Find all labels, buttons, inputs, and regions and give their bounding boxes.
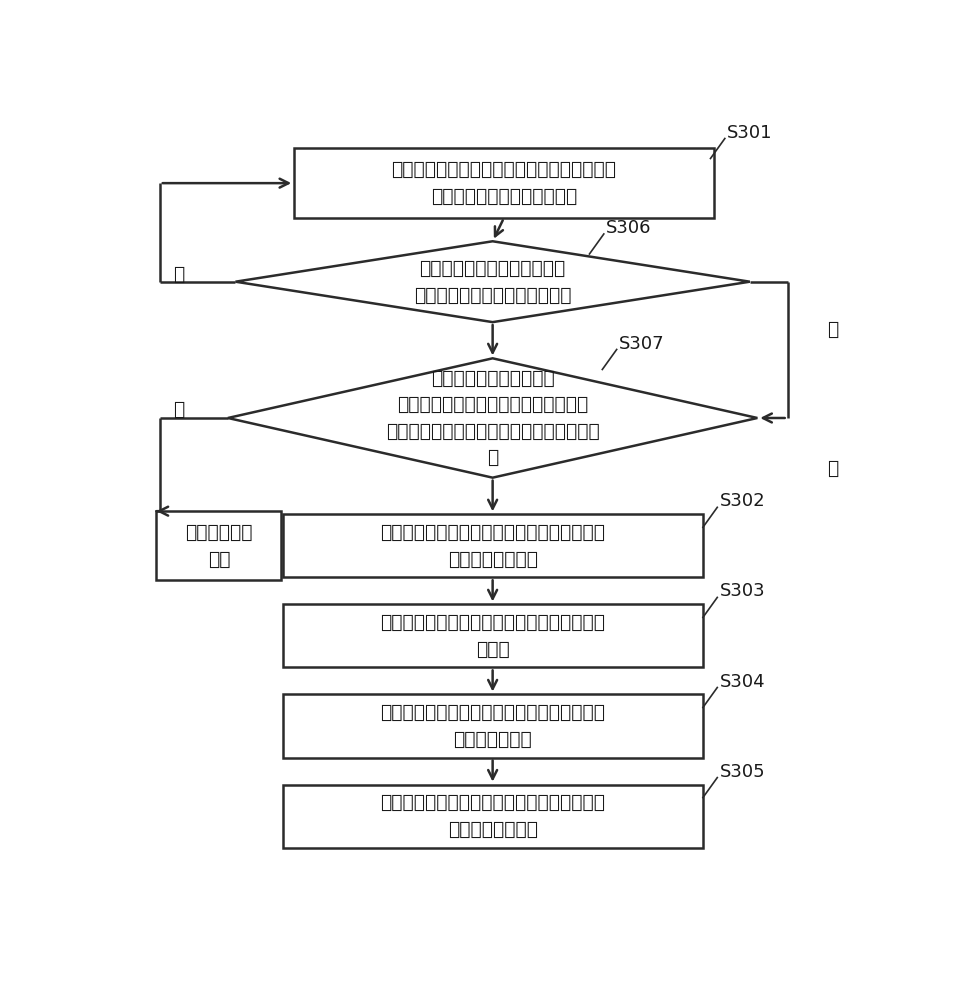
Text: S303: S303 [719,582,765,600]
Text: 电子设备基于上述图像处理参数对上述待处理
图像进行图像处理: 电子设备基于上述图像处理参数对上述待处理 图像进行图像处理 [380,793,605,839]
Text: S307: S307 [619,335,665,353]
FancyBboxPatch shape [294,148,713,218]
Text: 电子设备判断上述待处理图像
中是否存在包含人物的人物区域: 电子设备判断上述待处理图像 中是否存在包含人物的人物区域 [414,259,571,304]
Text: S304: S304 [719,673,765,691]
Text: 否: 否 [173,400,184,419]
Text: 否: 否 [173,264,184,284]
Polygon shape [228,358,757,478]
FancyBboxPatch shape [283,694,703,758]
Text: 电子设备响应于用户对相机应用程序的操作，
启动摄像头，获取待处理图像: 电子设备响应于用户对相机应用程序的操作， 启动摄像头，获取待处理图像 [391,160,617,206]
Text: S305: S305 [719,763,765,781]
Text: S306: S306 [606,219,652,237]
Polygon shape [235,241,750,322]
FancyBboxPatch shape [283,785,703,848]
FancyBboxPatch shape [156,511,281,580]
Text: 停止图像处理
流程: 停止图像处理 流程 [185,523,253,569]
Text: S302: S302 [719,492,765,510]
Text: 电子设备则判断上述人物
区域中的人脸区域的面积与上述待处理
图像的面积之间的面积比是否大于预设面积
比: 电子设备则判断上述人物 区域中的人脸区域的面积与上述待处理 图像的面积之间的面积… [386,369,599,467]
Text: 电子设备获取上述待处理图像中包含人物的人
物区域的人物特征: 电子设备获取上述待处理图像中包含人物的人 物区域的人物特征 [380,523,605,569]
Text: 是: 是 [828,459,838,478]
Text: S301: S301 [727,124,773,142]
Text: 电子设备获取上述待处理图像的采集环境的环
境特征: 电子设备获取上述待处理图像的采集环境的环 境特征 [380,613,605,659]
Text: 是: 是 [828,320,838,339]
FancyBboxPatch shape [283,604,703,667]
Text: 电子设备确定对应于上述人物特征和环境特征
的图像处理参数: 电子设备确定对应于上述人物特征和环境特征 的图像处理参数 [380,703,605,749]
FancyBboxPatch shape [283,514,703,577]
